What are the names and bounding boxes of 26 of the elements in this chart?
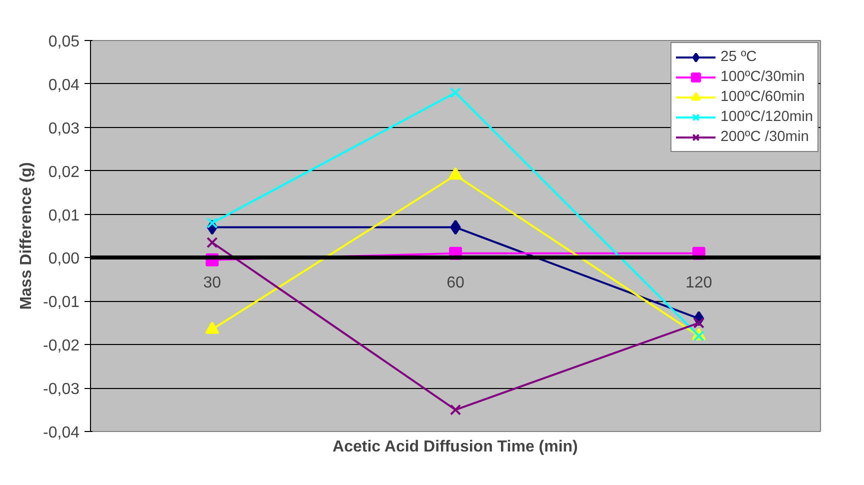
point bbox=[206, 217, 218, 229]
y-tick-label: 0,05 bbox=[48, 34, 80, 50]
legend-label: 25 ºC bbox=[720, 49, 757, 65]
y-tick-label: 0,03 bbox=[48, 120, 80, 138]
y-tick-label: 0,01 bbox=[48, 207, 80, 224]
point bbox=[693, 317, 704, 328]
y-tick-label: -0,01 bbox=[43, 294, 80, 312]
y-tick-label: -0,03 bbox=[43, 381, 80, 398]
y-tick-label: -0,04 bbox=[43, 424, 80, 442]
y-tick-label: -0,02 bbox=[43, 338, 80, 355]
legend-label: 200ºC /30min bbox=[720, 129, 809, 145]
y-tick-label: 0,02 bbox=[48, 164, 80, 181]
legend-label: 100ºC/120min bbox=[720, 109, 813, 125]
y-tick-label: 0,04 bbox=[48, 76, 80, 94]
y-tick-label: 0,00 bbox=[48, 250, 80, 268]
point bbox=[450, 87, 462, 98]
point bbox=[450, 220, 461, 235]
x-tick-label: 30 bbox=[203, 274, 222, 292]
point bbox=[206, 236, 218, 248]
y-axis-title: Mass Difference (g) bbox=[18, 162, 36, 310]
legend-label: 100ºC/30min bbox=[720, 69, 805, 85]
x-tick-label: 120 bbox=[685, 274, 712, 292]
legend-label: 100ºC/60min bbox=[720, 89, 805, 105]
x-axis-title: Acetic Acid Diffusion Time (min) bbox=[332, 438, 578, 456]
point bbox=[450, 404, 462, 416]
x-tick-label: 60 bbox=[446, 274, 464, 292]
